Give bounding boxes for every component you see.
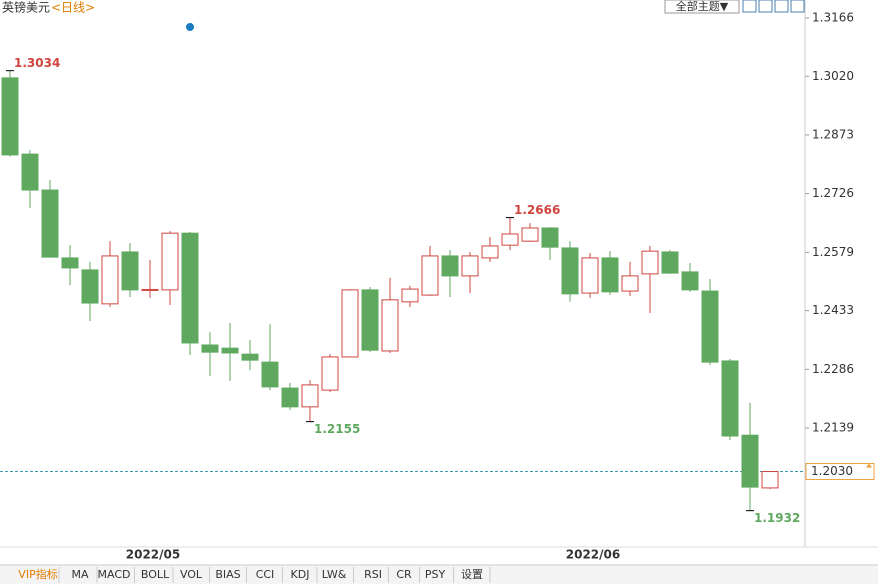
candle-body — [201, 344, 219, 353]
tool-icon[interactable] — [774, 0, 789, 13]
tab[interactable]: MA — [71, 568, 88, 581]
candle-body — [301, 384, 319, 408]
theme-button[interactable] — [664, 0, 740, 14]
candle-body — [681, 271, 699, 291]
candle-body — [621, 275, 639, 292]
candle-body — [761, 471, 779, 489]
candle-body — [601, 257, 619, 293]
candle-body — [521, 227, 539, 242]
candle-body — [421, 255, 439, 296]
candle-body — [541, 227, 559, 248]
theme-button-label[interactable]: 全部主题▼ — [676, 0, 729, 13]
candle-body — [241, 353, 259, 361]
tab[interactable]: CR — [396, 568, 412, 581]
tab[interactable]: 设置 — [461, 568, 483, 581]
tab[interactable]: VOL — [180, 568, 203, 581]
tab[interactable]: LW& — [322, 568, 347, 581]
low-label: 1.1932 — [754, 511, 800, 525]
candle-body — [281, 387, 299, 408]
candle-body — [561, 247, 579, 295]
y-tick-label: 1.2139 — [812, 421, 854, 435]
tab[interactable]: CCI — [256, 568, 275, 581]
low-label: 1.2155 — [314, 422, 360, 436]
tool-icon[interactable] — [758, 0, 773, 13]
candle-body — [61, 257, 79, 269]
tab-bar — [0, 565, 878, 584]
tab[interactable]: MACD — [98, 568, 131, 581]
candle-body — [481, 245, 499, 259]
candle-body — [721, 360, 739, 437]
candle-body — [161, 232, 179, 291]
candle-body — [81, 269, 99, 304]
tab[interactable]: KDJ — [291, 568, 310, 581]
high-label: 1.3034 — [14, 56, 60, 70]
current-price-arrow — [866, 463, 872, 468]
tab[interactable]: VIP指标 — [18, 567, 57, 581]
candle-body — [21, 153, 39, 191]
candle-body — [321, 356, 339, 391]
candle-body — [261, 361, 279, 388]
y-tick-label: 1.2579 — [812, 245, 854, 259]
tab[interactable]: BIAS — [215, 568, 240, 581]
candle-body — [181, 232, 199, 344]
marker-dot — [186, 23, 194, 31]
candle-body — [101, 255, 119, 305]
candle-body — [661, 251, 679, 274]
current-price-label: 1.2030 — [811, 464, 853, 478]
candle-body — [141, 288, 159, 291]
candle-body — [1, 77, 19, 156]
tab[interactable]: PSY — [425, 568, 446, 581]
tab[interactable]: RSI — [364, 568, 382, 581]
high-label: 1.2666 — [514, 203, 560, 217]
x-tick-label: 2022/05 — [126, 548, 180, 562]
candle-body — [361, 289, 379, 351]
candle-body — [501, 233, 519, 246]
candle-body — [381, 299, 399, 352]
y-tick-label: 1.3020 — [812, 69, 854, 83]
tool-icon[interactable] — [790, 0, 805, 13]
candle-body — [221, 347, 239, 354]
y-tick-label: 1.3166 — [812, 10, 854, 24]
candle-body — [341, 289, 359, 358]
candle-body — [401, 288, 419, 303]
candle-body — [121, 251, 139, 291]
candle-body — [41, 189, 59, 258]
tool-icons — [742, 0, 805, 13]
candle-body — [461, 255, 479, 277]
y-tick-label: 1.2286 — [812, 362, 854, 376]
tab[interactable]: BOLL — [141, 568, 170, 581]
candle-body — [701, 290, 719, 363]
tool-icon[interactable] — [742, 0, 757, 13]
chart-subtitle: <日线> — [51, 1, 95, 15]
candle-body — [741, 434, 759, 488]
current-price-box — [805, 463, 875, 481]
y-tick-label: 1.2873 — [812, 127, 854, 141]
y-tick-label: 1.2726 — [812, 186, 854, 200]
x-tick-label: 2022/06 — [566, 548, 620, 562]
candle-body — [641, 250, 659, 275]
y-tick-label: 1.2433 — [812, 303, 854, 317]
chart-title: 英镑美元 — [2, 0, 50, 15]
candle-body — [581, 257, 599, 294]
candle-body — [441, 255, 459, 277]
